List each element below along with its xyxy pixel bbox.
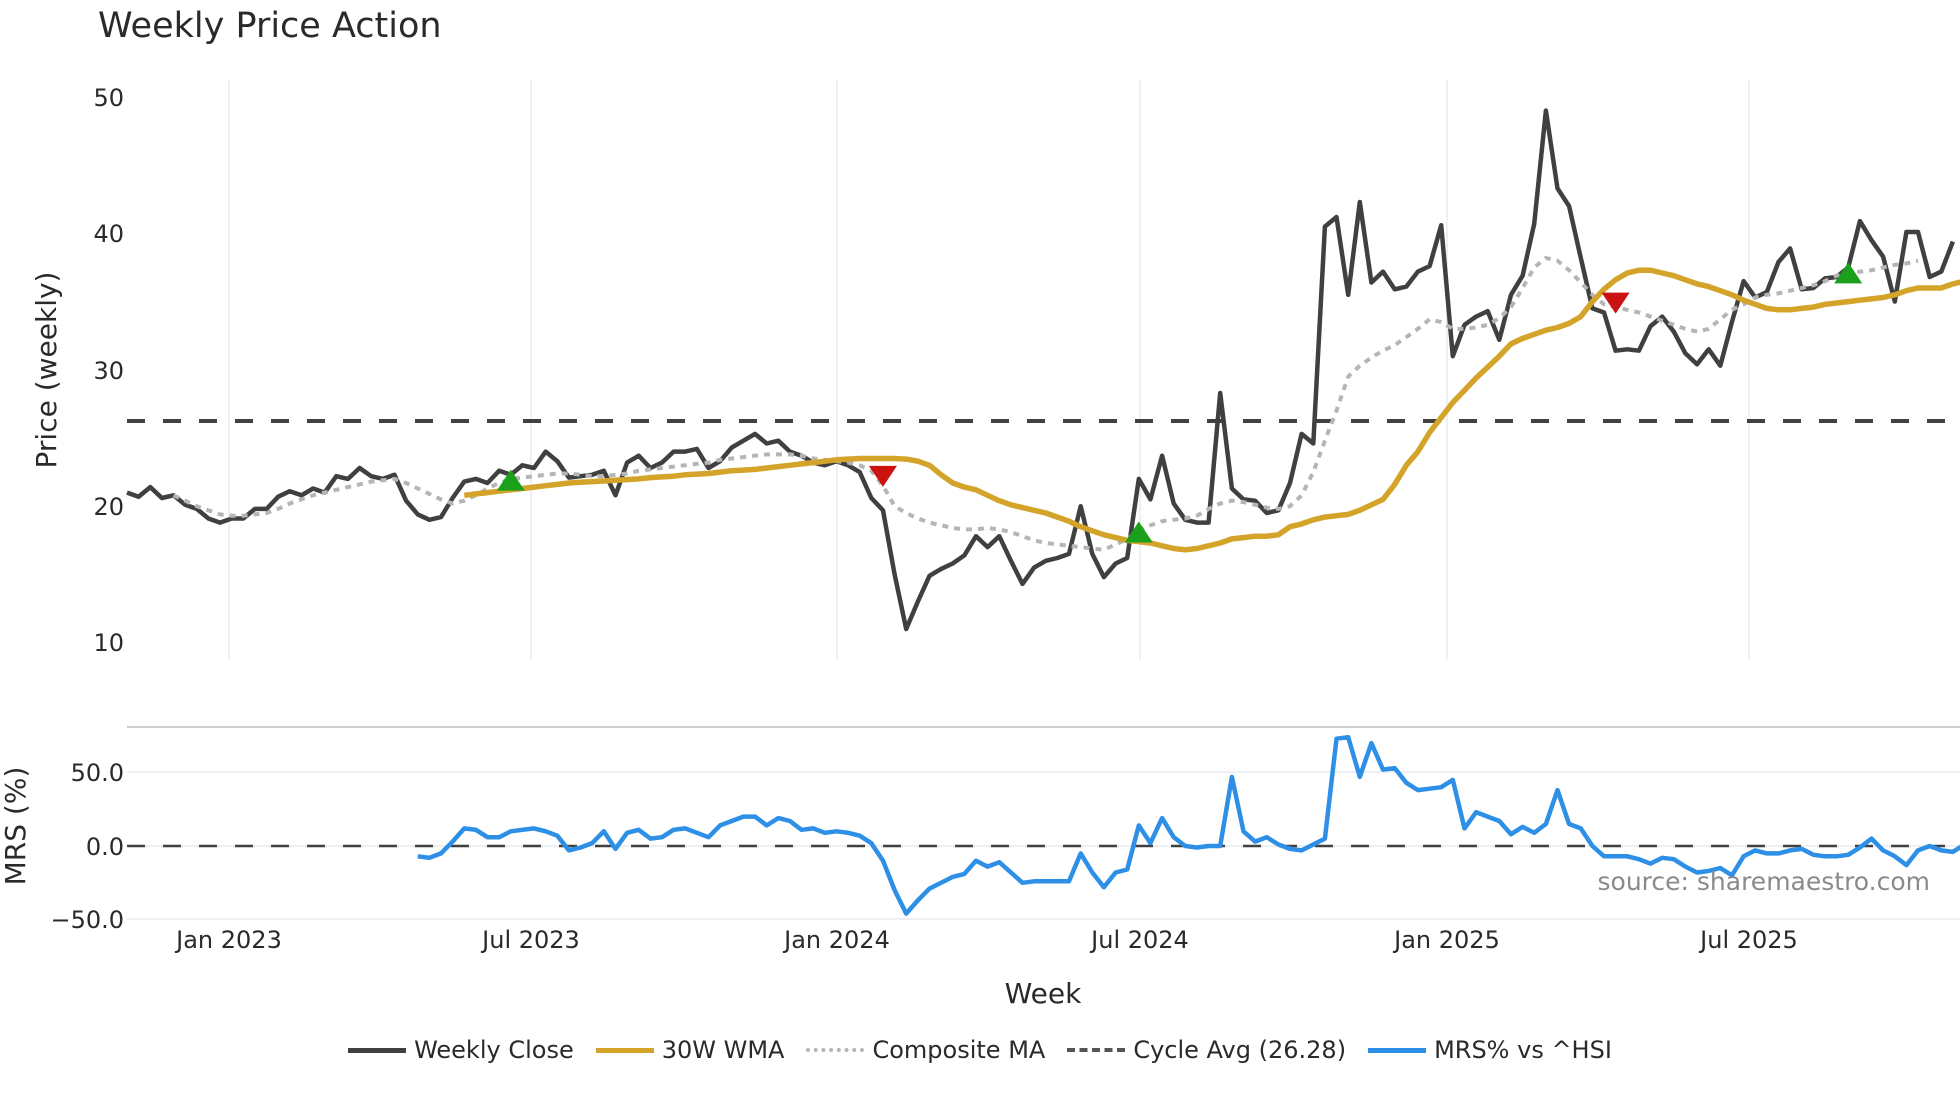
mrs-tick-0: 0.0	[86, 833, 124, 861]
source-watermark: source: sharemaestro.com	[1598, 867, 1931, 896]
x-ticks: Jan 2023 Jul 2023 Jan 2024 Jul 2024 Jan …	[174, 926, 1798, 954]
wma-30w-line	[463, 267, 1960, 553]
price-tick-10: 10	[93, 629, 124, 657]
legend-item-cycle-avg[interactable]: Cycle Avg (26.28)	[1067, 1036, 1346, 1064]
composite-ma-line	[172, 255, 1919, 552]
mrs-axis-title: MRS (%)	[0, 767, 32, 886]
legend-label: Composite MA	[872, 1036, 1046, 1064]
mrs-tick-50: 50.0	[71, 759, 124, 787]
buy-signal-triangle-icon	[1124, 521, 1153, 543]
x-tick-jul-2024: Jul 2024	[1089, 926, 1189, 954]
chart-title: Weekly Price Action	[98, 6, 442, 46]
legend-label: 30W WMA	[661, 1036, 785, 1064]
legend-swatch-solid-icon	[1368, 1047, 1427, 1053]
legend-label: MRS% vs ^HSI	[1434, 1036, 1612, 1064]
x-gridlines	[228, 80, 1750, 660]
x-tick-jan-2025: Jan 2025	[1392, 926, 1500, 954]
sell-signal-triangle-icon	[1601, 292, 1630, 314]
buy-signal-triangle-icon	[496, 469, 525, 491]
price-tick-50: 50	[93, 84, 124, 112]
legend-item-weekly-close[interactable]: Weekly Close	[348, 1036, 574, 1064]
x-tick-jul-2023: Jul 2023	[480, 926, 580, 954]
x-axis-title: Week	[1005, 977, 1082, 1010]
legend: Weekly Close 30W WMA Composite MA Cycle …	[0, 1036, 1960, 1064]
weekly-close-line	[126, 108, 1955, 632]
x-tick-jan-2023: Jan 2023	[174, 926, 282, 954]
legend-swatch-dotted-icon	[806, 1048, 865, 1052]
price-tick-30: 30	[93, 357, 124, 385]
x-tick-jan-2024: Jan 2024	[782, 926, 890, 954]
legend-swatch-dashed-icon	[1067, 1048, 1126, 1052]
mrs-tick-minus50: −50.0	[50, 906, 124, 934]
legend-item-wma[interactable]: 30W WMA	[595, 1036, 785, 1064]
legend-item-composite-ma[interactable]: Composite MA	[806, 1036, 1045, 1064]
x-tick-jul-2025: Jul 2025	[1698, 926, 1798, 954]
mrs-line	[417, 734, 1960, 916]
signal-markers	[496, 262, 1863, 543]
mrs-y-ticks: 50.0 0.0 −50.0	[50, 759, 124, 934]
legend-swatch-solid-icon	[595, 1047, 654, 1053]
legend-label: Cycle Avg (26.28)	[1133, 1036, 1347, 1064]
legend-swatch-solid-icon	[348, 1047, 407, 1053]
price-y-ticks: 50 40 30 20 10	[93, 84, 124, 657]
legend-item-mrs[interactable]: MRS% vs ^HSI	[1368, 1036, 1612, 1064]
price-tick-40: 40	[93, 220, 124, 248]
legend-label: Weekly Close	[414, 1036, 574, 1064]
price-tick-20: 20	[93, 493, 124, 521]
price-axis-title: Price (weekly)	[30, 272, 63, 469]
sell-signal-triangle-icon	[868, 465, 897, 487]
buy-signal-triangle-icon	[1834, 262, 1863, 284]
